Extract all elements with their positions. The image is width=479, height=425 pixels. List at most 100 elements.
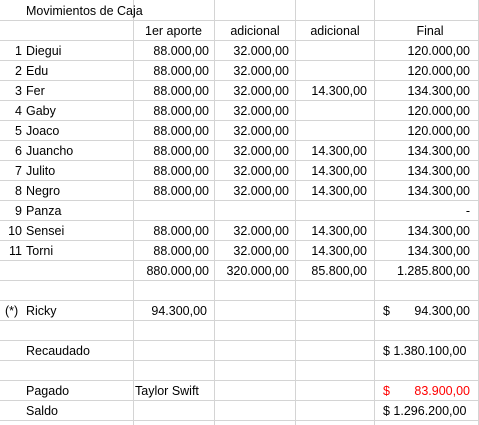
adicional-2-cell[interactable]: 14.300,00: [311, 84, 367, 98]
final-cell[interactable]: 120.000,00: [407, 44, 470, 58]
final-cell[interactable]: 120.000,00: [407, 64, 470, 78]
ricky-name[interactable]: Ricky: [26, 304, 57, 318]
total-adicional-2[interactable]: 85.800,00: [311, 264, 367, 278]
member-name[interactable]: Negro: [26, 184, 61, 198]
adicional-1-cell[interactable]: 32.000,00: [233, 184, 289, 198]
adicional-2-cell[interactable]: 14.300,00: [311, 164, 367, 178]
grid-row-line: [0, 60, 479, 61]
adicional-2-cell[interactable]: 14.300,00: [311, 184, 367, 198]
adicional-1-cell[interactable]: 32.000,00: [233, 124, 289, 138]
recaudado-label[interactable]: Recaudado: [26, 344, 90, 358]
pagado-row: Pagado Taylor Swift $ 83.900,00: [0, 381, 479, 401]
member-name[interactable]: Juancho: [26, 144, 74, 158]
header-final[interactable]: Final: [416, 24, 444, 38]
ricky-aporte[interactable]: 94.300,00: [151, 304, 207, 318]
adicional-1-cell[interactable]: 32.000,00: [233, 224, 289, 238]
final-cell[interactable]: 120.000,00: [407, 104, 470, 118]
row-number[interactable]: 10: [8, 224, 22, 238]
final-cell[interactable]: 134.300,00: [407, 144, 470, 158]
recaudado-value[interactable]: $ 1.380.100,00: [383, 344, 467, 358]
row-number[interactable]: 1: [15, 44, 22, 58]
member-name[interactable]: Edu: [26, 64, 49, 78]
row-number[interactable]: 6: [15, 144, 22, 158]
aporte-cell[interactable]: 88.000,00: [153, 144, 209, 158]
total-final[interactable]: 1.285.800,00: [397, 264, 470, 278]
aporte-cell[interactable]: 88.000,00: [153, 224, 209, 238]
row-number[interactable]: 4: [15, 104, 22, 118]
adicional-2-cell[interactable]: [296, 201, 367, 221]
grid-row-line: [0, 320, 479, 321]
adicional-2-cell[interactable]: [296, 101, 367, 121]
table-row: 9 Panza -: [0, 201, 479, 221]
final-cell[interactable]: 120.000,00: [407, 124, 470, 138]
aporte-cell[interactable]: 88.000,00: [153, 164, 209, 178]
total-aporte[interactable]: 880.000,00: [146, 264, 209, 278]
aporte-cell[interactable]: 88.000,00: [153, 184, 209, 198]
adicional-2-cell[interactable]: 14.300,00: [311, 244, 367, 258]
grid-row-line: [0, 300, 479, 301]
aporte-cell[interactable]: 88.000,00: [153, 64, 209, 78]
row-number[interactable]: 11: [9, 244, 22, 258]
aporte-cell[interactable]: 88.000,00: [153, 244, 209, 258]
sheet-title[interactable]: Movimientos de Caja: [26, 4, 143, 18]
table-row: 6 Juancho 88.000,00 32.000,00 14.300,00 134.3…: [0, 141, 479, 161]
row-number[interactable]: 9: [15, 204, 22, 218]
adicional-1-cell[interactable]: [215, 201, 289, 221]
aporte-cell[interactable]: 88.000,00: [153, 104, 209, 118]
ricky-final[interactable]: 94.300,00: [414, 304, 470, 318]
header-adicional-1[interactable]: adicional: [230, 24, 280, 38]
row-number[interactable]: 7: [15, 164, 22, 178]
recaudado-row: Recaudado $ 1.380.100,00: [0, 341, 479, 361]
aporte-cell[interactable]: 88.000,00: [153, 84, 209, 98]
row-number[interactable]: 3: [15, 84, 22, 98]
grid-row-line: [0, 160, 479, 161]
aporte-cell[interactable]: 88.000,00: [153, 44, 209, 58]
saldo-label[interactable]: Saldo: [26, 404, 58, 418]
adicional-2-cell[interactable]: [296, 41, 367, 61]
adicional-1-cell[interactable]: 32.000,00: [233, 144, 289, 158]
grid-row-line: [0, 200, 479, 201]
pagado-label[interactable]: Pagado: [26, 384, 70, 398]
table-row: 4 Gaby 88.000,00 32.000,00 120.000,00: [0, 101, 479, 121]
adicional-2-cell[interactable]: [296, 61, 367, 81]
final-cell[interactable]: 134.300,00: [407, 224, 470, 238]
member-name[interactable]: Gaby: [26, 104, 56, 118]
row-number[interactable]: 8: [15, 184, 22, 198]
aporte-cell[interactable]: [133, 201, 209, 221]
member-name[interactable]: Sensei: [26, 224, 65, 238]
adicional-1-cell[interactable]: 32.000,00: [233, 164, 289, 178]
final-cell[interactable]: 134.300,00: [407, 244, 470, 258]
header-adicional-2[interactable]: adicional: [310, 24, 360, 38]
adicional-1-cell[interactable]: 32.000,00: [233, 244, 289, 258]
pagado-value[interactable]: 83.900,00: [414, 384, 470, 398]
final-cell[interactable]: 134.300,00: [407, 164, 470, 178]
aporte-cell[interactable]: 88.000,00: [153, 124, 209, 138]
ricky-mark[interactable]: (*): [5, 304, 19, 318]
adicional-1-cell[interactable]: 32.000,00: [233, 104, 289, 118]
grid-row-line: [0, 80, 479, 81]
member-name[interactable]: Julito: [26, 164, 56, 178]
member-name[interactable]: Torni: [26, 244, 54, 258]
member-name[interactable]: Fer: [26, 84, 45, 98]
table-row: 5 Joaco 88.000,00 32.000,00 120.000,00: [0, 121, 479, 141]
member-name[interactable]: Diegui: [26, 44, 62, 58]
adicional-2-cell[interactable]: 14.300,00: [311, 224, 367, 238]
pagado-concept[interactable]: Taylor Swift: [135, 384, 199, 398]
final-cell[interactable]: -: [465, 204, 470, 218]
member-name[interactable]: Joaco: [26, 124, 60, 138]
adicional-1-cell[interactable]: 32.000,00: [233, 44, 289, 58]
adicional-1-cell[interactable]: 32.000,00: [233, 64, 289, 78]
grid-column-line: [374, 0, 375, 425]
row-number[interactable]: 2: [15, 64, 22, 78]
adicional-1-cell[interactable]: 32.000,00: [233, 84, 289, 98]
header-aporte[interactable]: 1er aporte: [145, 24, 202, 38]
member-name[interactable]: Panza: [26, 204, 62, 218]
saldo-value[interactable]: $ 1.296.200,00: [383, 404, 467, 418]
adicional-2-cell[interactable]: [296, 121, 367, 141]
ricky-currency: $: [383, 304, 390, 318]
row-number[interactable]: 5: [15, 124, 22, 138]
final-cell[interactable]: 134.300,00: [407, 184, 470, 198]
final-cell[interactable]: 134.300,00: [407, 84, 470, 98]
total-adicional-1[interactable]: 320.000,00: [226, 264, 289, 278]
adicional-2-cell[interactable]: 14.300,00: [311, 144, 367, 158]
